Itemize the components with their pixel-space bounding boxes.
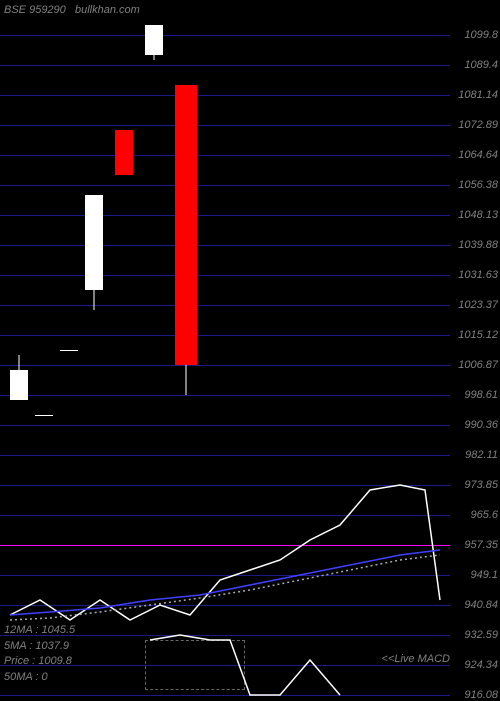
grid-line — [0, 35, 450, 36]
grid-line — [0, 695, 450, 696]
y-axis-label: 1056.38 — [458, 179, 498, 191]
indicator-line-white — [10, 485, 440, 620]
y-axis-label: 1006.87 — [458, 359, 498, 371]
grid-line — [0, 605, 450, 606]
candle[interactable] — [175, 85, 197, 395]
grid-line — [0, 575, 450, 576]
grid-line — [0, 365, 450, 366]
info-panel: 12MA : 1045.5 5MA : 1037.9 Price : 1009.… — [4, 623, 75, 685]
y-axis-label: 932.59 — [464, 629, 498, 641]
y-axis-label: 916.08 — [464, 689, 498, 701]
grid-line — [0, 485, 450, 486]
y-axis-label: 940.84 — [464, 599, 498, 611]
candle[interactable] — [145, 25, 163, 60]
grid-line — [0, 455, 450, 456]
candle-body — [115, 130, 133, 175]
candle-body — [85, 195, 103, 290]
candle-body — [145, 25, 163, 55]
ma50-label: 50MA : 0 — [4, 670, 75, 685]
y-axis-label: 990.36 — [464, 419, 498, 431]
exchange-label: BSE — [4, 4, 26, 16]
y-axis-label: 1099.8 — [464, 29, 498, 41]
ma12-label: 12MA : 1045.5 — [4, 623, 75, 638]
y-axis-label: 982.11 — [465, 449, 498, 461]
site-label: bullkhan.com — [75, 4, 140, 16]
candle-body — [175, 85, 197, 365]
y-axis-label: 1064.64 — [458, 149, 498, 161]
grid-line — [0, 515, 450, 516]
candle-body — [60, 350, 78, 351]
candle-body — [35, 415, 53, 416]
grid-line — [0, 425, 450, 426]
y-axis-label: 973.85 — [464, 479, 498, 491]
candle[interactable] — [115, 130, 133, 175]
grid-line — [0, 275, 450, 276]
grid-line — [0, 395, 450, 396]
symbol-label: 959290 — [29, 4, 66, 16]
grid-line — [0, 95, 450, 96]
grid-line — [0, 125, 450, 126]
y-axis-label: 1023.37 — [458, 299, 498, 311]
grid-line — [0, 335, 450, 336]
y-axis-label: 1048.13 — [458, 209, 498, 221]
candle[interactable] — [85, 195, 103, 310]
y-axis-label: 957.35 — [464, 539, 498, 551]
macd-label: <<Live MACD — [382, 653, 450, 665]
y-axis-label: 1081.14 — [458, 89, 498, 101]
y-axis-label: 924.34 — [464, 659, 498, 671]
selection-box — [145, 640, 245, 690]
indicator-line-dotted — [10, 555, 440, 620]
chart-header: BSE 959290 bullkhan.com — [4, 4, 140, 16]
grid-line — [0, 215, 450, 216]
candle[interactable] — [10, 355, 28, 400]
ma5-label: 5MA : 1037.9 — [4, 639, 75, 654]
y-axis-label: 1015.12 — [458, 329, 498, 341]
grid-line — [0, 155, 450, 156]
price-chart[interactable]: 1099.8 1089.4 1081.14 1072.89 1064.64 1056.38… — [0, 0, 500, 700]
candle[interactable] — [60, 350, 78, 351]
candle-body — [10, 370, 28, 400]
price-level-line — [0, 545, 450, 546]
grid-line — [0, 245, 450, 246]
grid-line — [0, 185, 450, 186]
y-axis-label: 949.1 — [470, 569, 498, 581]
price-label: Price : 1009.8 — [4, 654, 75, 669]
grid-line — [0, 305, 450, 306]
grid-line — [0, 65, 450, 66]
y-axis-label: 1031.63 — [458, 269, 498, 281]
y-axis-label: 1089.4 — [464, 59, 498, 71]
y-axis-label: 965.6 — [470, 509, 498, 521]
candle[interactable] — [35, 415, 53, 416]
y-axis-label: 1039.88 — [458, 239, 498, 251]
y-axis-label: 1072.89 — [458, 119, 498, 131]
y-axis-label: 998.61 — [464, 389, 498, 401]
